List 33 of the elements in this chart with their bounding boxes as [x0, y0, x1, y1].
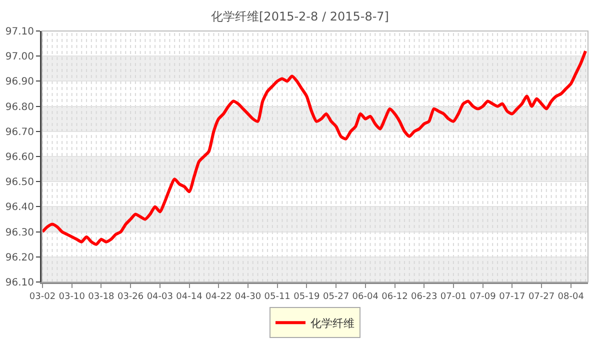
y-tick-label: 96.60	[5, 152, 34, 163]
y-tick-label: 96.30	[5, 227, 34, 238]
y-tick-label: 96.70	[5, 126, 34, 138]
x-tick-label: 04-03	[146, 292, 173, 302]
x-tick-label: 03-02	[29, 292, 56, 302]
y-tick-label: 97.00	[5, 52, 34, 63]
x-tick-label: 07-17	[499, 292, 526, 302]
x-tick-label: 03-18	[88, 292, 115, 302]
x-tick-label: 07-01	[440, 292, 467, 302]
x-tick-label: 06-23	[411, 292, 438, 302]
chart-title: 化学纤维[2015-2-8 / 2015-8-7]	[211, 10, 389, 24]
y-tick-label: 96.80	[5, 102, 34, 113]
legend-label: 化学纤维	[310, 316, 354, 330]
x-tick-label: 05-27	[322, 292, 350, 302]
y-tick-label: 96.90	[5, 76, 34, 88]
line-series	[42, 50, 588, 246]
y-tick-label: 96.20	[5, 252, 34, 264]
x-tick-label: 08-04	[558, 292, 584, 302]
x-tick-label: 04-14	[176, 292, 203, 302]
x-tick-label: 05-19	[294, 292, 320, 302]
x-tick-label: 06-12	[382, 292, 408, 302]
y-tick-label: 96.50	[5, 177, 34, 188]
x-tick-label: 03-10	[58, 292, 86, 302]
x-tick-label: 04-30	[234, 292, 262, 302]
x-tick-label: 07-27	[528, 292, 555, 302]
y-tick-label: 97.10	[5, 26, 34, 38]
x-tick-label: 06-04	[352, 292, 379, 302]
x-tick-label: 03-26	[117, 292, 144, 302]
x-tick-label: 04-22	[206, 292, 232, 302]
x-tick-label: 05-11	[264, 292, 290, 302]
y-tick-label: 96.10	[5, 278, 34, 288]
x-tick-label: 07-09	[470, 292, 496, 302]
y-tick-label: 96.40	[5, 202, 34, 214]
